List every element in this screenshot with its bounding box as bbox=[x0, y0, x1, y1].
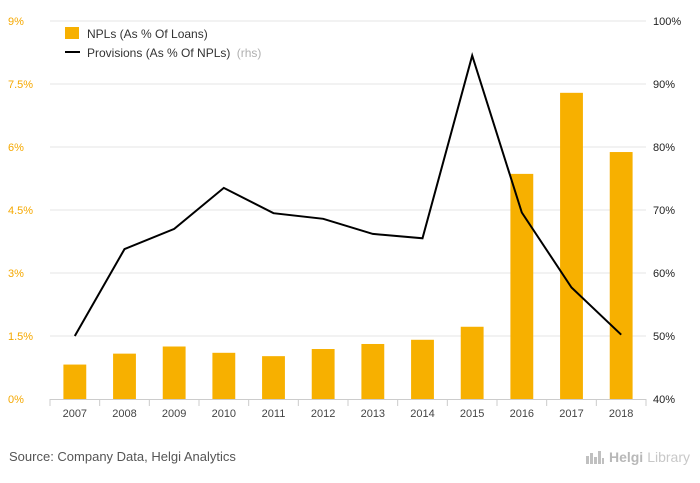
npl-bar bbox=[560, 92, 583, 399]
right-axis-ticks: 40% 50% 60% 70% 80% 90% 100% bbox=[653, 16, 681, 406]
grid bbox=[50, 20, 646, 337]
npl-bar bbox=[113, 353, 136, 399]
npl-bar bbox=[411, 339, 434, 399]
left-tick-label: 6% bbox=[8, 142, 24, 154]
npl-bar bbox=[311, 349, 335, 399]
right-tick-label: 60% bbox=[653, 268, 675, 280]
helgi-skyline-icon bbox=[585, 451, 604, 464]
npl-bar bbox=[262, 356, 285, 399]
x-tick-label: 2012 bbox=[311, 408, 335, 420]
right-tick-label: 100% bbox=[653, 16, 681, 28]
provisions-line bbox=[73, 52, 622, 337]
x-tick-label: 2008 bbox=[112, 408, 136, 420]
left-tick-label: 0% bbox=[8, 394, 24, 406]
legend-swatch-npl bbox=[65, 27, 79, 39]
npl-bar bbox=[63, 364, 87, 399]
right-tick-label: 40% bbox=[653, 394, 675, 406]
x-tick-label: 2013 bbox=[361, 408, 385, 420]
npl-bar bbox=[162, 346, 186, 399]
x-tick-label: 2007 bbox=[63, 408, 87, 420]
npl-bar bbox=[361, 343, 385, 399]
left-tick-label: 3% bbox=[8, 268, 24, 280]
right-tick-label: 50% bbox=[653, 331, 675, 343]
left-tick-label: 7.5% bbox=[8, 79, 33, 91]
npl-bars bbox=[63, 92, 633, 399]
source-note: Source: Company Data, Helgi Analytics bbox=[9, 449, 236, 464]
x-tick-label: 2017 bbox=[559, 408, 583, 420]
left-tick-label: 4.5% bbox=[8, 205, 33, 217]
x-tick-label: 2009 bbox=[162, 408, 186, 420]
right-tick-label: 70% bbox=[653, 205, 675, 217]
x-tick-label: 2016 bbox=[510, 408, 534, 420]
brand-name-part1: Helgi bbox=[608, 449, 644, 465]
x-tick-label: 2010 bbox=[212, 408, 236, 420]
x-tick-label: 2011 bbox=[262, 408, 286, 420]
npl-bar bbox=[212, 352, 236, 399]
chart: 0% 1.5% 3% 4.5% 6% 7.5% 9% 40% 50% 60% 70% 80% 90% 1… bbox=[8, 16, 681, 420]
npl-bar bbox=[460, 326, 484, 399]
x-tick-label: 2018 bbox=[609, 408, 633, 420]
x-tick-label: 2015 bbox=[460, 408, 484, 420]
legend-label-npl: NPLs (As % Of Loans) bbox=[87, 27, 208, 41]
right-tick-label: 80% bbox=[653, 142, 675, 154]
x-axis-ticks: 2007 2008 2009 2010 2011 2012 2013 2014 2015 2016… bbox=[49, 399, 647, 420]
left-axis-ticks: 0% 1.5% 3% 4.5% 6% 7.5% 9% bbox=[8, 16, 33, 406]
right-tick-label: 90% bbox=[653, 79, 675, 91]
legend: NPLs (As % Of Loans) Provisions (As % Of… bbox=[65, 27, 261, 60]
brand-logo: Helgi Library bbox=[585, 449, 690, 465]
npl-bar bbox=[510, 173, 534, 399]
brand-name-part2: Library bbox=[647, 449, 690, 465]
left-tick-label: 9% bbox=[8, 16, 24, 28]
legend-label-provisions: Provisions (As % Of NPLs) (rhs) bbox=[87, 46, 261, 60]
legend-note-rhs: (rhs) bbox=[237, 46, 262, 60]
x-tick-label: 2014 bbox=[410, 408, 434, 420]
npl-bar bbox=[609, 152, 633, 399]
left-tick-label: 1.5% bbox=[8, 331, 33, 343]
